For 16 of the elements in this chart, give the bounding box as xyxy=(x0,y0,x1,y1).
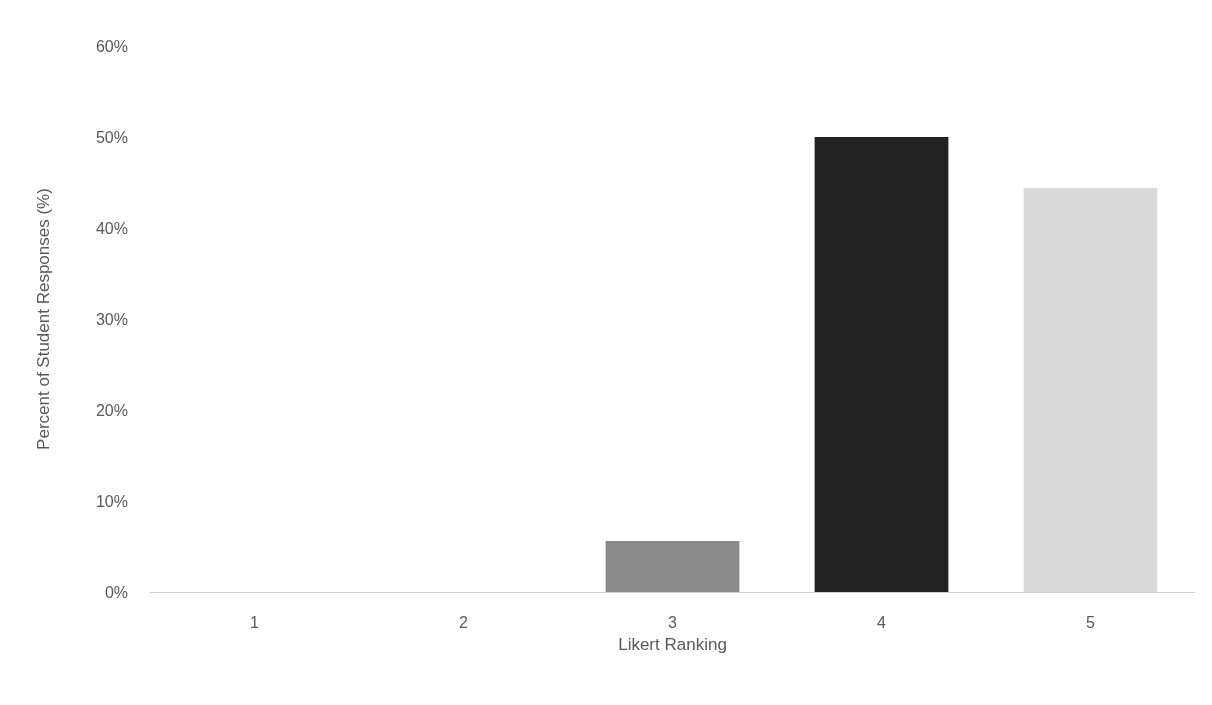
y-tick-label: 40% xyxy=(95,219,128,237)
x-tick-label: 2 xyxy=(459,613,469,631)
x-tick-label: 4 xyxy=(877,613,887,631)
y-axis-title: Percent of Student Responses (%) xyxy=(34,188,53,450)
x-tick-label: 5 xyxy=(1086,613,1096,631)
x-axis-title: Likert Ranking xyxy=(618,635,727,654)
y-tick-label: 20% xyxy=(95,401,128,419)
y-tick-label: 10% xyxy=(95,492,128,510)
y-tick-label: 0% xyxy=(104,583,128,601)
y-tick-label: 30% xyxy=(95,310,128,328)
y-tick-label: 60% xyxy=(95,37,128,55)
x-tick-label: 1 xyxy=(250,613,260,631)
bar xyxy=(605,541,740,592)
bar xyxy=(814,137,949,592)
y-tick-label: 50% xyxy=(95,128,128,146)
x-tick-label: 3 xyxy=(668,613,678,631)
